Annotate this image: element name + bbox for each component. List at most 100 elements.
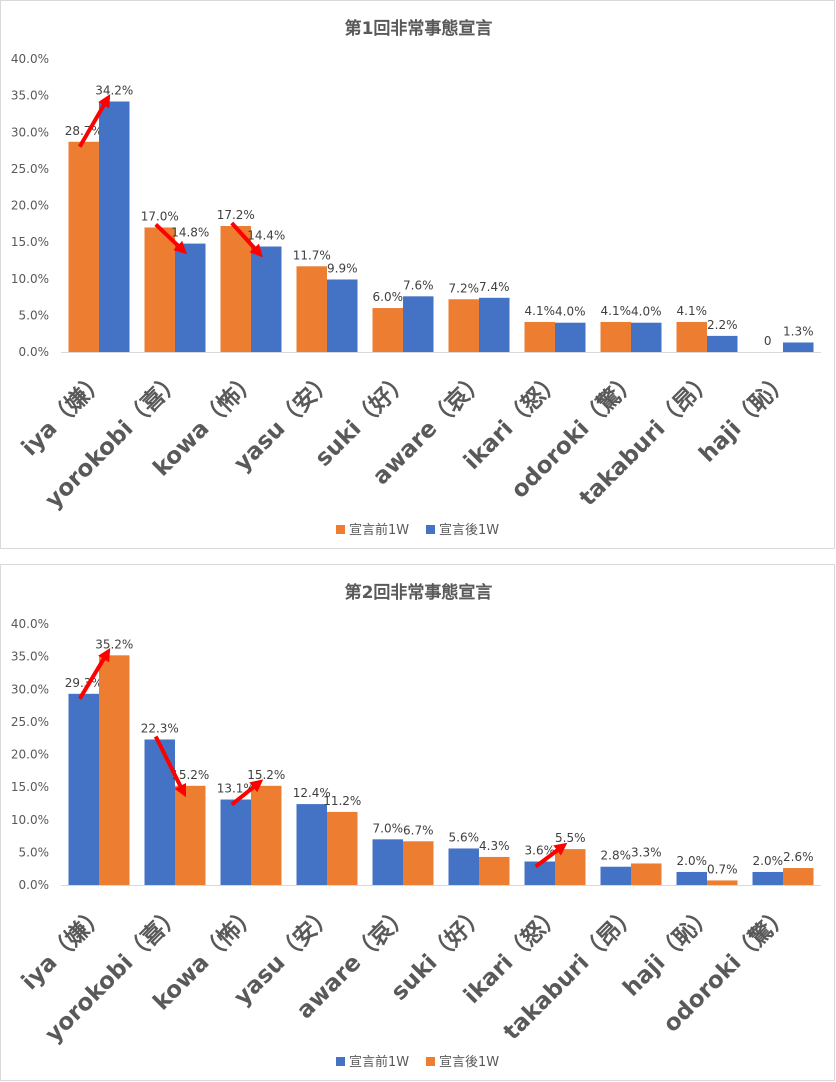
data-label: 11.7% <box>293 248 331 262</box>
y-tick-label: 0.0% <box>19 345 50 359</box>
data-label: 7.6% <box>403 278 434 292</box>
bar-after <box>707 335 738 352</box>
data-label: 7.4% <box>479 280 510 294</box>
bar-before <box>144 227 175 352</box>
data-label: 4.3% <box>479 839 510 853</box>
legend-swatch-after <box>426 1057 435 1066</box>
legend-entry: 宣言前1W <box>349 522 409 538</box>
data-label: 11.2% <box>323 794 361 808</box>
data-label: 5.6% <box>449 830 480 844</box>
data-label: 3.3% <box>631 845 662 859</box>
bar-after <box>403 296 434 352</box>
bar-before <box>372 839 403 885</box>
y-tick-label: 30.0% <box>11 125 49 139</box>
data-label: 4.0% <box>631 305 662 319</box>
y-tick-label: 25.0% <box>11 715 49 729</box>
bar-before <box>68 693 99 885</box>
data-label: 15.2% <box>171 768 209 782</box>
trend-arrow-icon <box>154 223 188 255</box>
trend-arrow-icon <box>230 779 264 807</box>
data-label: 9.9% <box>327 261 358 275</box>
y-tick-label: 10.0% <box>11 272 49 286</box>
bar-before <box>144 739 175 885</box>
data-label: 6.0% <box>373 290 404 304</box>
bar-after <box>175 785 206 885</box>
data-label: 12.4% <box>293 786 331 800</box>
category-label: odoroki（驚） <box>658 900 795 1037</box>
category-label: takaburi（昂） <box>498 900 643 1045</box>
y-tick-label: 15.0% <box>11 780 49 794</box>
data-label: 2.8% <box>601 849 632 863</box>
data-label: 0 <box>764 334 772 348</box>
data-label: 22.3% <box>141 721 179 735</box>
chart-title: 第1回非常事態宣言 <box>345 18 493 39</box>
data-label: 2.0% <box>753 854 784 868</box>
trend-arrow-icon <box>534 842 568 869</box>
legend-swatch-after <box>426 525 435 534</box>
data-label: 17.2% <box>217 208 255 222</box>
bar-after <box>631 863 662 885</box>
y-tick-label: 5.0% <box>19 845 50 859</box>
bar-after <box>479 297 510 352</box>
bar-before <box>524 321 555 352</box>
bar-after <box>707 880 738 885</box>
bar-before <box>600 866 631 885</box>
data-label: 35.2% <box>95 637 133 651</box>
y-tick-label: 20.0% <box>11 199 49 213</box>
data-label: 15.2% <box>247 768 285 782</box>
data-label: 14.4% <box>247 229 285 243</box>
y-tick-label: 40.0% <box>11 617 49 631</box>
y-tick-label: 10.0% <box>11 813 49 827</box>
bar-before <box>676 321 707 352</box>
bar-before <box>676 871 707 885</box>
data-label: 29.3% <box>65 676 103 690</box>
bar-after <box>251 246 282 352</box>
bar-before <box>296 804 327 885</box>
bar-after <box>783 342 814 352</box>
data-label: 14.8% <box>171 226 209 240</box>
bar-after <box>327 811 358 885</box>
bar-before <box>752 871 783 885</box>
bar-before <box>600 321 631 352</box>
data-label: 17.0% <box>141 209 179 223</box>
bar-before <box>372 308 403 352</box>
bar-after <box>327 279 358 352</box>
trend-arrow-icon <box>153 735 187 798</box>
legend-entry: 宣言後1W <box>439 522 499 538</box>
data-label: 28.7% <box>65 124 103 138</box>
data-label: 4.1% <box>677 304 708 318</box>
legend-swatch-before <box>336 1057 345 1066</box>
bar-before <box>524 861 555 885</box>
chart-2-card: 第2回非常事態宣言 0.0% 5.0% 10.0% 15.0% 20.0% 25.0% 30.… <box>0 564 835 1081</box>
trend-arrow-icon <box>78 94 111 148</box>
data-label: 3.6% <box>525 844 556 858</box>
y-tick-label: 40.0% <box>11 52 49 66</box>
data-label: 7.2% <box>449 281 480 295</box>
data-label: 2.0% <box>677 854 708 868</box>
bar-before <box>448 299 479 352</box>
bar-before <box>296 266 327 352</box>
data-label: 2.6% <box>783 850 814 864</box>
chart-title: 第2回非常事態宣言 <box>345 582 493 603</box>
category-label: yorokobi（喜） <box>40 366 188 514</box>
y-tick-label: 15.0% <box>11 235 49 249</box>
bar-before <box>68 141 99 352</box>
data-label: 5.5% <box>555 831 586 845</box>
bar-after <box>555 322 586 352</box>
bar-after <box>251 785 282 885</box>
y-tick-label: 25.0% <box>11 162 49 176</box>
chart-1-card: 第1回非常事態宣言 0.0% 5.0% 10.0% 15.0% 20.0% 25.0% 30.… <box>0 0 835 549</box>
category-label: takaburi（昂） <box>574 366 719 511</box>
y-tick-label: 30.0% <box>11 682 49 696</box>
y-tick-label: 35.0% <box>11 650 49 664</box>
bar-after <box>99 101 130 352</box>
data-label: 1.3% <box>783 324 814 338</box>
bar-after <box>555 849 586 885</box>
trend-arrow-icon <box>78 648 111 700</box>
bar-after <box>175 243 206 352</box>
bar-after <box>99 655 130 885</box>
bar-before <box>220 799 251 885</box>
bar-after <box>403 841 434 885</box>
chart-2: 第2回非常事態宣言 0.0% 5.0% 10.0% 15.0% 20.0% 25.0% 30.… <box>11 582 821 1070</box>
data-label: 6.7% <box>403 823 434 837</box>
